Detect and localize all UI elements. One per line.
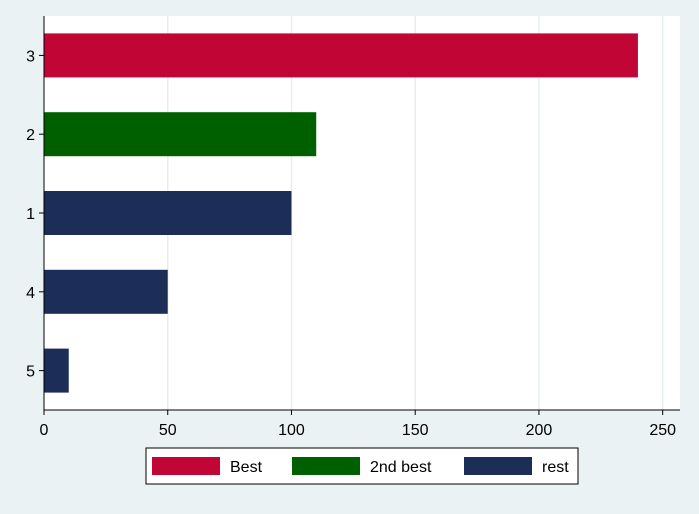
- x-tick-label: 100: [278, 422, 305, 439]
- y-tick-label: 3: [26, 48, 35, 65]
- y-tick-label: 4: [26, 285, 35, 302]
- bar-1: [44, 191, 292, 235]
- bar-3: [44, 33, 638, 78]
- x-tick-label: 150: [402, 422, 429, 439]
- legend-swatch: [292, 457, 360, 475]
- legend-label: rest: [542, 459, 569, 476]
- y-tick-label: 5: [26, 364, 35, 381]
- x-tick-label: 50: [159, 422, 177, 439]
- bar-2: [44, 112, 317, 157]
- bar-5: [44, 348, 69, 393]
- legend-label: Best: [230, 459, 263, 476]
- legend-swatch: [152, 457, 220, 475]
- x-tick-label: 250: [649, 422, 676, 439]
- x-tick-label: 0: [40, 422, 49, 439]
- y-tick-label: 2: [26, 127, 35, 144]
- legend-swatch: [464, 457, 532, 475]
- legend-label: 2nd best: [370, 459, 432, 476]
- bar-4: [44, 269, 168, 314]
- y-tick-label: 1: [26, 206, 35, 223]
- legend: Best 2nd best rest: [145, 447, 579, 485]
- bars: [44, 33, 638, 393]
- x-tick-label: 200: [526, 422, 553, 439]
